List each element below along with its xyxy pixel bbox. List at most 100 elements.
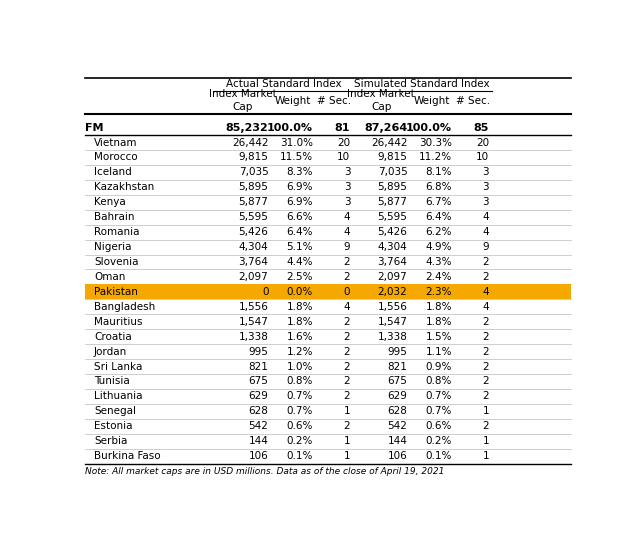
Text: 5,895: 5,895 (378, 182, 407, 192)
Text: 1,556: 1,556 (239, 302, 269, 312)
Text: 5,895: 5,895 (239, 182, 269, 192)
Text: FM: FM (85, 122, 104, 133)
Text: 10: 10 (337, 152, 350, 163)
Text: Serbia: Serbia (94, 436, 127, 446)
Text: 1.6%: 1.6% (287, 332, 313, 341)
Text: 675: 675 (387, 377, 407, 386)
Text: Kazakhstan: Kazakhstan (94, 182, 154, 192)
Text: 6.4%: 6.4% (426, 212, 452, 222)
Text: Lithuania: Lithuania (94, 391, 142, 402)
Text: 2.4%: 2.4% (426, 272, 452, 282)
Text: 4.4%: 4.4% (287, 257, 313, 267)
Text: 1: 1 (344, 451, 350, 461)
Text: 542: 542 (248, 421, 269, 431)
Text: Oman: Oman (94, 272, 125, 282)
Text: 2: 2 (344, 377, 350, 386)
Text: 0.7%: 0.7% (287, 406, 313, 416)
Text: 0.7%: 0.7% (426, 391, 452, 402)
Text: 81: 81 (335, 122, 350, 133)
Text: Kenya: Kenya (94, 197, 125, 207)
Text: 4: 4 (344, 302, 350, 312)
Text: Jordan: Jordan (94, 346, 127, 357)
Text: 1,338: 1,338 (239, 332, 269, 341)
Text: Mauritius: Mauritius (94, 317, 142, 327)
Text: 2: 2 (483, 362, 489, 371)
Text: 11.5%: 11.5% (280, 152, 313, 163)
Text: 4: 4 (344, 227, 350, 237)
Text: 2: 2 (483, 317, 489, 327)
Text: 3: 3 (344, 167, 350, 177)
Text: 1: 1 (344, 436, 350, 446)
Text: Bangladesh: Bangladesh (94, 302, 155, 312)
Text: 4: 4 (483, 212, 489, 222)
Text: 10: 10 (476, 152, 489, 163)
Text: 628: 628 (248, 406, 269, 416)
Text: 995: 995 (248, 346, 269, 357)
Text: Estonia: Estonia (94, 421, 132, 431)
Text: 1: 1 (483, 451, 489, 461)
Text: 5,426: 5,426 (378, 227, 407, 237)
Text: Sri Lanka: Sri Lanka (94, 362, 142, 371)
Text: 6.2%: 6.2% (426, 227, 452, 237)
Text: 0.8%: 0.8% (287, 377, 313, 386)
Text: 3: 3 (344, 197, 350, 207)
Text: 2: 2 (344, 391, 350, 402)
Text: 2: 2 (483, 377, 489, 386)
Text: 8.3%: 8.3% (287, 167, 313, 177)
Text: Bahrain: Bahrain (94, 212, 134, 222)
Text: Tunisia: Tunisia (94, 377, 130, 386)
Text: 4: 4 (483, 302, 489, 312)
Text: 85,232: 85,232 (226, 122, 269, 133)
Text: Romania: Romania (94, 227, 140, 237)
Text: 2: 2 (483, 272, 489, 282)
Text: 1.8%: 1.8% (426, 317, 452, 327)
Text: 0.0%: 0.0% (287, 287, 313, 297)
Text: 2: 2 (344, 346, 350, 357)
Text: 0.1%: 0.1% (426, 451, 452, 461)
Text: # Sec.: # Sec. (456, 95, 490, 106)
Text: 2: 2 (344, 362, 350, 371)
Text: Slovenia: Slovenia (94, 257, 138, 267)
Text: 5,877: 5,877 (239, 197, 269, 207)
Text: 100.0%: 100.0% (267, 122, 313, 133)
Text: 2: 2 (483, 257, 489, 267)
Text: 1.8%: 1.8% (426, 302, 452, 312)
Text: 3,764: 3,764 (239, 257, 269, 267)
Text: 11.2%: 11.2% (419, 152, 452, 163)
Text: 6.9%: 6.9% (287, 182, 313, 192)
Text: 2: 2 (483, 421, 489, 431)
Text: Weight: Weight (275, 95, 312, 106)
Text: 0.2%: 0.2% (287, 436, 313, 446)
Text: # Sec.: # Sec. (317, 95, 351, 106)
Text: Vietnam: Vietnam (94, 138, 138, 147)
Text: 0.2%: 0.2% (426, 436, 452, 446)
Text: 144: 144 (387, 436, 407, 446)
Text: 20: 20 (337, 138, 350, 147)
Text: 6.4%: 6.4% (287, 227, 313, 237)
Text: 2: 2 (344, 257, 350, 267)
Text: 3: 3 (483, 182, 489, 192)
Text: 0: 0 (262, 287, 269, 297)
Text: 4.9%: 4.9% (426, 242, 452, 252)
Text: 821: 821 (387, 362, 407, 371)
Text: 2.3%: 2.3% (426, 287, 452, 297)
Text: 3: 3 (483, 167, 489, 177)
Text: 3,764: 3,764 (378, 257, 407, 267)
Text: 2,097: 2,097 (378, 272, 407, 282)
Text: 7,035: 7,035 (378, 167, 407, 177)
Text: Simulated Standard Index: Simulated Standard Index (355, 79, 490, 89)
Text: 20: 20 (476, 138, 489, 147)
Text: 0.6%: 0.6% (287, 421, 313, 431)
Text: 2: 2 (344, 317, 350, 327)
Text: 821: 821 (248, 362, 269, 371)
Text: 628: 628 (387, 406, 407, 416)
Text: 0.1%: 0.1% (287, 451, 313, 461)
Text: Weight: Weight (414, 95, 451, 106)
Text: 1: 1 (483, 406, 489, 416)
Text: 0.7%: 0.7% (426, 406, 452, 416)
Text: 1.5%: 1.5% (426, 332, 452, 341)
Text: 0: 0 (344, 287, 350, 297)
Text: 2: 2 (344, 272, 350, 282)
Text: 629: 629 (387, 391, 407, 402)
Text: 6.8%: 6.8% (426, 182, 452, 192)
